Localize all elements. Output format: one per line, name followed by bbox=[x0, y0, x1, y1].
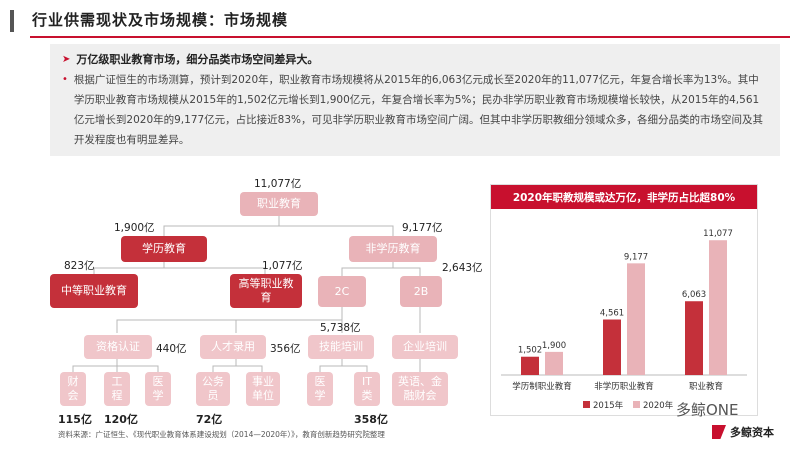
bar-value-label: 9,177 bbox=[624, 252, 648, 262]
bar-value-label: 4,561 bbox=[600, 309, 624, 319]
bar-chart-panel: 2020年职教规模或达万亿，非学历占比超80% 1,502 1,900 学历制职业教… bbox=[490, 184, 758, 416]
node-secondary-vocational: 中等职业教育 bbox=[50, 274, 138, 308]
tree-connectors bbox=[72, 216, 421, 372]
legend-label: 2020年 bbox=[643, 400, 674, 411]
brand-logo-icon bbox=[712, 425, 726, 439]
summary-body: • 根据广证恒生的市场测算，预计到2020年，职业教育市场规模将从2015年的6… bbox=[62, 70, 768, 150]
title-accent-bar bbox=[10, 10, 14, 32]
leaf-public-institution: 事业单位 bbox=[246, 372, 280, 406]
leaf-medicine: 医学 bbox=[145, 372, 171, 406]
bar-1-0 bbox=[603, 319, 621, 375]
cert-value: 440亿 bbox=[156, 343, 187, 355]
node-non-academic-education: 非学历教育 bbox=[349, 236, 437, 262]
node-higher-vocational: 高等职业教育 bbox=[230, 274, 302, 308]
title-divider bbox=[30, 36, 790, 38]
academic-value: 1,900亿 bbox=[114, 222, 155, 234]
source-note: 资料来源：广证恒生、《现代职业教育体系建设规划（2014—2020年）》，教育创… bbox=[58, 430, 385, 439]
category-label: 学历制职业教育 bbox=[512, 381, 572, 392]
bar-0-1 bbox=[545, 351, 563, 375]
bullet-icon: • bbox=[62, 74, 68, 85]
brand-name: 多鲸资本 bbox=[730, 426, 774, 439]
summary-paragraph: 根据广证恒生的市场测算，预计到2020年，职业教育市场规模将从2015年的6,0… bbox=[73, 74, 764, 146]
category-label: 非学历职业教育 bbox=[594, 381, 654, 392]
summary-headline: 万亿级职业教育市场，细分品类市场空间差异大。 bbox=[76, 53, 319, 66]
summary-headline-row: ➤ 万亿级职业教育市场，细分品类市场空间差异大。 bbox=[62, 50, 768, 68]
bar-2-0 bbox=[685, 301, 703, 375]
root-value: 11,077亿 bbox=[254, 178, 302, 190]
brand: 多鲸资本 bbox=[712, 424, 774, 440]
node-corporate-training: 企业培训 bbox=[392, 335, 458, 359]
bar-value-label: 1,502 bbox=[518, 346, 542, 356]
legend-swatch bbox=[633, 401, 640, 408]
talent-value: 356亿 bbox=[270, 343, 301, 355]
secondary-value: 823亿 bbox=[64, 260, 95, 272]
leaf-it: IT类 bbox=[354, 372, 380, 406]
leaf-medicine-skill: 医学 bbox=[307, 372, 333, 406]
node-skill-training: 技能培训 bbox=[308, 335, 374, 359]
leaf-english-finance: 英语、金融财会 bbox=[392, 372, 448, 406]
engineering-value: 120亿 bbox=[104, 413, 138, 426]
accounting-value: 115亿 bbox=[58, 413, 92, 426]
node-talent-recruitment: 人才录用 bbox=[200, 335, 266, 359]
bar-value-label: 11,077 bbox=[703, 229, 733, 239]
page-title: 行业供需现状及市场规模：市场规模 bbox=[32, 11, 289, 29]
summary-panel: ➤ 万亿级职业教育市场，细分品类市场空间差异大。 • 根据广证恒生的市场测算，预… bbox=[50, 44, 780, 156]
arrow-right-icon: ➤ bbox=[62, 53, 71, 65]
2c-value: 5,738亿 bbox=[320, 322, 361, 334]
chart-title: 2020年职教规模或达万亿，非学历占比超80% bbox=[491, 185, 757, 209]
node-2b: 2B bbox=[400, 276, 442, 307]
civil-value: 72亿 bbox=[196, 413, 223, 426]
watermark-text: 多鲸ONE bbox=[676, 401, 739, 419]
market-tree-diagram: 11,077亿 职业教育 1,900亿 学历教育 9,177亿 非学历教育 82… bbox=[0, 160, 483, 450]
bar-chart: 1,502 1,900 学历制职业教育 4,561 9,177 非学历职业教育 6,063 1… bbox=[501, 229, 747, 411]
category-label: 职业教育 bbox=[689, 381, 723, 392]
higher-value: 1,077亿 bbox=[262, 260, 303, 272]
leaf-civil-servant: 公务员 bbox=[196, 372, 230, 406]
legend-label: 2015年 bbox=[593, 400, 624, 411]
node-vocational-education: 职业教育 bbox=[240, 192, 318, 216]
it-value: 358亿 bbox=[354, 413, 388, 426]
bar-0-0 bbox=[521, 356, 539, 375]
bar-1-1 bbox=[627, 263, 645, 375]
node-2c: 2C bbox=[318, 276, 366, 307]
leaf-accounting: 财会 bbox=[60, 372, 86, 406]
node-academic-education: 学历教育 bbox=[121, 236, 207, 262]
bar-2-1 bbox=[709, 240, 727, 375]
node-qualification-cert: 资格认证 bbox=[84, 335, 152, 359]
bar-value-label: 1,900 bbox=[542, 341, 566, 351]
leaf-engineering: 工程 bbox=[104, 372, 130, 406]
2b-value: 2,643亿 bbox=[442, 262, 483, 274]
legend-swatch bbox=[583, 401, 590, 408]
non-academic-value: 9,177亿 bbox=[402, 222, 443, 234]
bar-value-label: 6,063 bbox=[682, 290, 706, 300]
